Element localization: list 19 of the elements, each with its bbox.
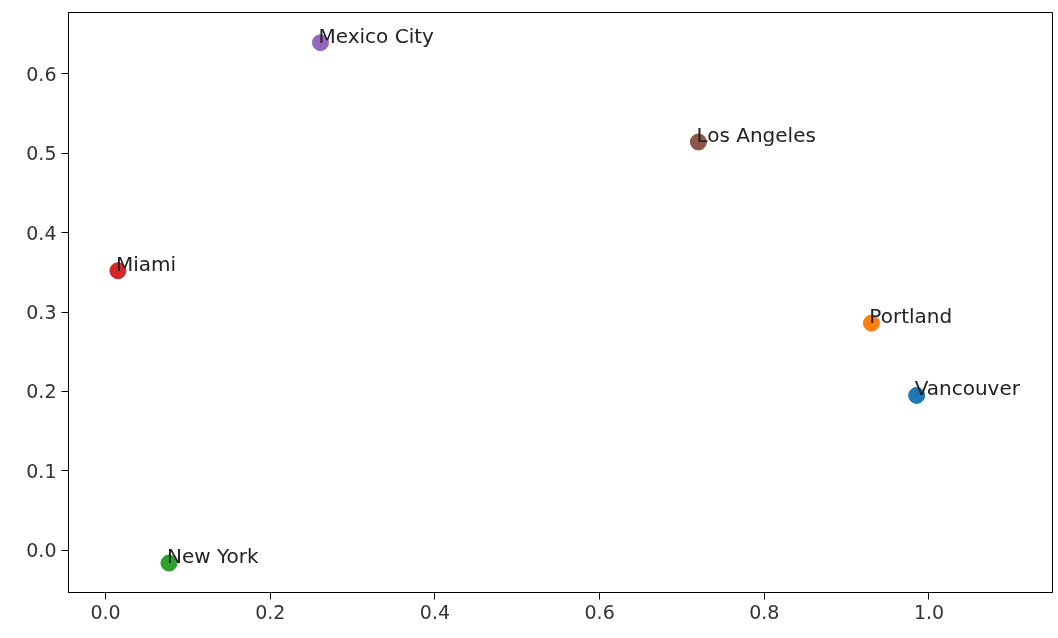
x-tick-label: 0.0 <box>90 600 121 623</box>
annotation: Vancouver <box>914 376 1021 401</box>
x-tick-label: 1.0 <box>913 600 945 623</box>
y-tick-label: 0.1 <box>26 459 57 482</box>
y-tick-label: 0.0 <box>26 539 57 562</box>
annotation: New York <box>166 544 259 569</box>
annotation: Portland <box>869 304 953 329</box>
annotation: Mexico City <box>318 23 435 48</box>
y-tick-label: 0.5 <box>26 142 57 165</box>
annotation: Miami <box>115 251 177 276</box>
y-tick-label: 0.4 <box>26 221 57 244</box>
x-tick-label: 0.2 <box>255 600 286 623</box>
annotation: Los Angeles <box>696 123 816 148</box>
y-tick-label: 0.3 <box>26 301 57 324</box>
y-tick-label: 0.2 <box>26 380 57 403</box>
y-tick-label: 0.6 <box>26 62 57 85</box>
x-tick-label: 0.4 <box>419 600 451 623</box>
x-tick-label: 0.6 <box>584 600 615 623</box>
x-tick-label: 0.8 <box>749 600 780 623</box>
